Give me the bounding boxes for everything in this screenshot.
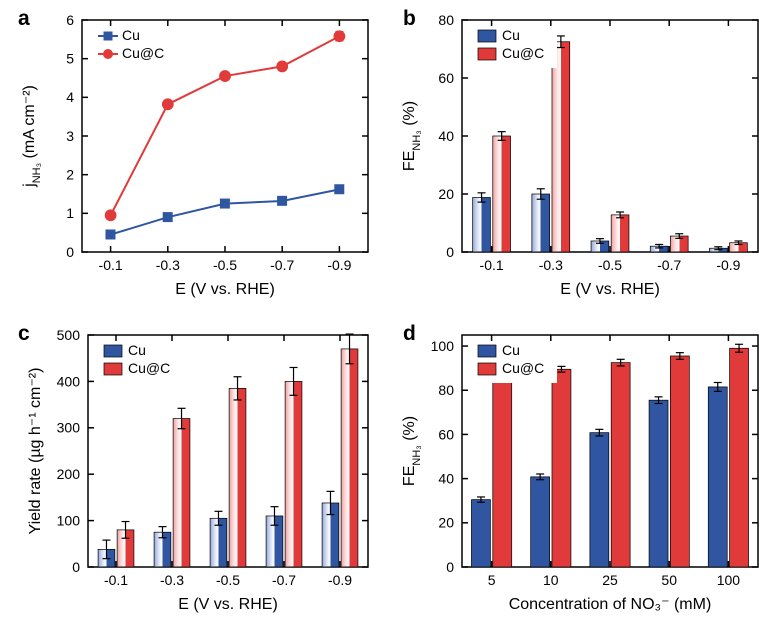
svg-text:-0.3: -0.3: [156, 257, 180, 273]
panel-label-b: b: [403, 7, 416, 31]
svg-text:E (V vs. RHE): E (V vs. RHE): [178, 596, 278, 613]
svg-text:-0.7: -0.7: [657, 257, 681, 273]
svg-text:0: 0: [446, 559, 454, 575]
panel-d: d 0 20 40 60 80 100 5 10 25 50 100 Concentration of …: [395, 320, 775, 625]
ylabel-d: FENH₃ (%): [401, 416, 423, 486]
svg-text:400: 400: [57, 373, 81, 389]
panel-b: b 0 20 40 60 80 -0.1 -0.3 -0.5 -0.7 -0.9 E (V vs. R…: [395, 5, 775, 310]
svg-text:0: 0: [72, 559, 80, 575]
svg-text:0: 0: [66, 244, 74, 260]
svg-text:Cu: Cu: [128, 342, 146, 358]
panel-c: c 0 100 200 300 400 500 -0.1 -0.3 -0.5 -0.7 -0.9 E (…: [10, 320, 390, 625]
panel-label-d: d: [403, 322, 416, 346]
svg-text:E (V vs. RHE): E (V vs. RHE): [175, 281, 275, 298]
svg-text:60: 60: [438, 70, 454, 86]
svg-text:-0.3: -0.3: [539, 257, 563, 273]
panel-label-a: a: [18, 7, 30, 31]
svg-text:-0.5: -0.5: [213, 257, 237, 273]
svg-text:500: 500: [57, 327, 81, 343]
ylabel-b: FENH₃ (%): [401, 101, 423, 171]
svg-text:Cu@C: Cu@C: [122, 45, 164, 61]
svg-text:5: 5: [66, 51, 74, 67]
svg-text:200: 200: [57, 466, 81, 482]
svg-text:50: 50: [661, 572, 677, 588]
svg-text:Concentration of NO₃⁻ (mM): Concentration of NO₃⁻ (mM): [509, 596, 712, 613]
svg-text:E (V vs. RHE): E (V vs. RHE): [560, 281, 660, 298]
svg-text:Cu@C: Cu@C: [502, 360, 544, 376]
svg-text:100: 100: [57, 513, 81, 529]
svg-text:-0.1: -0.1: [104, 572, 128, 588]
svg-text:-0.9: -0.9: [328, 572, 352, 588]
plot-d: 0 20 40 60 80 100 5 10 25 50 100 Concentration of N…: [395, 320, 775, 625]
svg-text:300: 300: [57, 420, 81, 436]
panel-label-c: c: [18, 322, 30, 346]
ylabel-c: Yield rate (µg h⁻¹ cm⁻²): [27, 368, 44, 535]
svg-text:6: 6: [66, 12, 74, 28]
svg-text:Cu@C: Cu@C: [128, 360, 170, 376]
svg-text:Cu: Cu: [502, 27, 520, 43]
svg-text:80: 80: [438, 12, 454, 28]
svg-text:80: 80: [438, 382, 454, 398]
svg-text:60: 60: [438, 426, 454, 442]
svg-text:-0.5: -0.5: [598, 257, 622, 273]
svg-text:100: 100: [431, 338, 455, 354]
svg-text:40: 40: [438, 128, 454, 144]
svg-text:100: 100: [717, 572, 741, 588]
plot-b: 0 20 40 60 80 -0.1 -0.3 -0.5 -0.7 -0.9 E (V vs. RH…: [395, 5, 775, 310]
svg-text:20: 20: [438, 186, 454, 202]
svg-text:Cu: Cu: [122, 27, 140, 43]
svg-text:0: 0: [446, 244, 454, 260]
svg-text:10: 10: [543, 572, 559, 588]
svg-text:Cu@C: Cu@C: [502, 45, 544, 61]
svg-text:Cu: Cu: [502, 342, 520, 358]
svg-text:-0.1: -0.1: [480, 257, 504, 273]
plot-c: 0 100 200 300 400 500 -0.1 -0.3 -0.5 -0.7 -0.9 E (V…: [10, 320, 390, 625]
svg-text:3: 3: [66, 128, 74, 144]
svg-text:5: 5: [488, 572, 496, 588]
svg-text:-0.7: -0.7: [270, 257, 294, 273]
plot-a: 0 1 2 3 4 5 6 -0.1 -0.3 -0.5 -0.7 -0.9 E (V vs. RHE)…: [10, 5, 390, 310]
svg-text:20: 20: [438, 515, 454, 531]
svg-text:2: 2: [66, 167, 74, 183]
svg-text:-0.1: -0.1: [99, 257, 123, 273]
svg-text:40: 40: [438, 471, 454, 487]
svg-text:4: 4: [66, 89, 74, 105]
svg-text:25: 25: [602, 572, 618, 588]
svg-text:-0.7: -0.7: [272, 572, 296, 588]
figure: a 0 1 2 3 4 5 6 -0.1 -0.3 -0.5 -0.7 -0.9 E (V vs. RHE…: [0, 0, 779, 632]
svg-text:-0.9: -0.9: [327, 257, 351, 273]
svg-text:1: 1: [66, 205, 74, 221]
panel-a: a 0 1 2 3 4 5 6 -0.1 -0.3 -0.5 -0.7 -0.9 E (V vs. RHE…: [10, 5, 390, 310]
ylabel-a: jNH₃ (mA cm⁻²): [21, 85, 43, 188]
svg-text:-0.9: -0.9: [716, 257, 740, 273]
svg-text:-0.5: -0.5: [216, 572, 240, 588]
svg-text:-0.3: -0.3: [160, 572, 184, 588]
